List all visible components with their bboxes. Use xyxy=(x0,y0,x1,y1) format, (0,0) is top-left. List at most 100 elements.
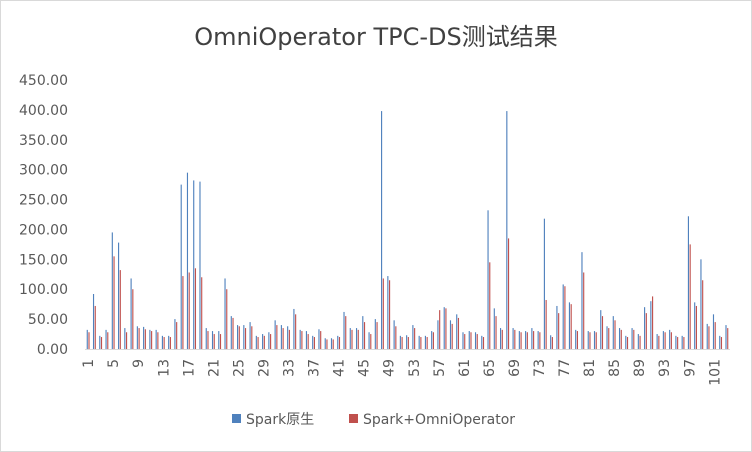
y-axis: 0.00 50.00 100.00 150.00 200.00 250.00 300.00 3… xyxy=(19,73,68,358)
bar-omni xyxy=(257,337,259,349)
bar-spark xyxy=(712,314,715,349)
bar-spark xyxy=(618,328,621,349)
bar-spark xyxy=(193,180,195,349)
bar-omni xyxy=(445,308,447,349)
bar-omni xyxy=(157,332,159,349)
bar-omni xyxy=(464,334,466,349)
bar-omni xyxy=(720,337,723,349)
bar-spark xyxy=(324,338,326,349)
bar-omni xyxy=(320,331,322,349)
bar-spark xyxy=(525,331,527,349)
y-tick-label: 350.00 xyxy=(19,133,68,149)
bar-omni xyxy=(420,337,422,349)
bar-spark xyxy=(199,181,201,349)
y-tick-label: 200.00 xyxy=(19,222,68,238)
bar-spark xyxy=(349,328,351,349)
x-tick-label: 33 xyxy=(282,359,298,377)
bar-omni xyxy=(451,323,453,349)
bar-spark xyxy=(456,314,458,349)
bar-spark xyxy=(706,323,708,349)
bar-spark xyxy=(725,325,727,349)
bar-omni xyxy=(708,326,710,349)
bar-spark xyxy=(412,325,414,349)
bar-spark xyxy=(262,334,264,349)
bar-spark xyxy=(255,335,257,349)
bar-spark xyxy=(625,335,627,349)
bar-spark xyxy=(92,294,95,349)
bar-spark xyxy=(700,259,702,349)
bar-omni xyxy=(689,244,691,349)
bar-spark xyxy=(362,316,364,349)
bar-omni xyxy=(270,334,272,349)
bar-omni xyxy=(382,278,384,349)
bar-omni xyxy=(626,337,629,349)
x-tick-label: 5 xyxy=(106,359,122,368)
bar-spark xyxy=(174,319,176,349)
bar-omni xyxy=(88,332,90,349)
bar-spark xyxy=(650,301,652,349)
x-tick-label: 69 xyxy=(507,359,523,377)
bar-spark xyxy=(330,338,333,349)
bar-spark xyxy=(374,319,376,349)
bar-spark xyxy=(493,308,495,349)
bar-spark xyxy=(581,252,583,349)
bar-omni xyxy=(482,337,485,349)
bar-omni xyxy=(489,262,491,349)
bar-spark xyxy=(224,278,226,349)
bar-omni xyxy=(727,328,729,349)
x-tick-label: 93 xyxy=(657,359,673,377)
bar-omni xyxy=(144,329,146,349)
bar-spark xyxy=(99,335,101,349)
bar-omni xyxy=(426,337,428,349)
bar-spark xyxy=(268,332,270,349)
bar-area xyxy=(86,111,729,349)
x-tick-label: 65 xyxy=(482,359,498,377)
x-tick-label: 77 xyxy=(557,359,573,377)
bar-omni xyxy=(652,296,654,349)
bar-omni xyxy=(238,326,240,349)
y-tick-label: 450.00 xyxy=(19,73,68,89)
bar-spark xyxy=(274,320,276,349)
bar-omni xyxy=(113,256,115,349)
x-tick-label: 29 xyxy=(257,359,273,377)
bar-spark xyxy=(249,322,251,349)
bar-omni xyxy=(151,331,153,349)
bar-omni xyxy=(376,322,378,349)
bar-omni xyxy=(263,335,265,349)
bar-spark xyxy=(543,218,545,349)
bar-omni xyxy=(232,317,234,349)
bar-omni xyxy=(645,313,647,349)
bar-spark xyxy=(124,328,126,349)
bar-spark xyxy=(155,329,157,349)
bar-spark xyxy=(606,326,608,349)
bar-spark xyxy=(180,184,182,349)
bar-omni xyxy=(658,335,660,349)
bar-spark xyxy=(424,335,426,349)
bar-spark xyxy=(149,329,151,349)
bar-spark xyxy=(205,328,207,349)
bar-omni xyxy=(539,332,541,349)
bar-omni xyxy=(639,335,641,349)
bar-spark xyxy=(662,331,664,349)
x-tick-label: 21 xyxy=(206,359,222,377)
bar-omni xyxy=(332,339,334,349)
bar-omni xyxy=(558,313,560,349)
bar-spark xyxy=(656,334,658,349)
x-tick-label: 9 xyxy=(131,359,147,368)
bar-spark xyxy=(644,307,646,349)
bar-omni xyxy=(401,337,403,349)
bar-spark xyxy=(587,331,589,349)
bar-omni xyxy=(526,332,528,349)
bar-spark xyxy=(399,335,401,349)
bar-omni xyxy=(683,337,685,349)
bar-spark xyxy=(500,328,502,349)
bar-spark xyxy=(487,210,489,349)
bar-spark xyxy=(568,302,571,349)
bar-omni xyxy=(389,280,391,349)
bar-omni xyxy=(345,316,347,349)
bar-omni xyxy=(695,305,697,349)
bar-omni xyxy=(94,305,96,349)
bar-omni xyxy=(194,268,197,349)
chart-title: OmniOperator TPC-DS测试结果 xyxy=(194,23,557,51)
bar-omni xyxy=(533,331,535,349)
